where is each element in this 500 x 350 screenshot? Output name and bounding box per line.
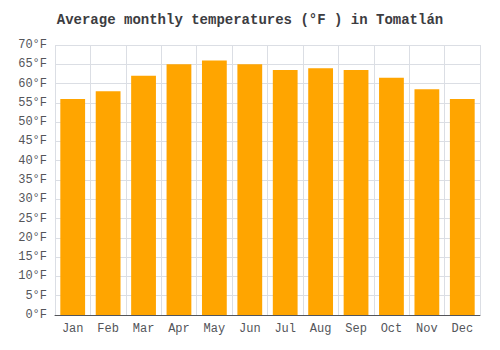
svg-text:70°F: 70°F — [18, 38, 47, 52]
svg-text:40°F: 40°F — [18, 154, 47, 168]
svg-text:60°F: 60°F — [18, 77, 47, 91]
svg-text:55°F: 55°F — [18, 96, 47, 110]
svg-text:20°F: 20°F — [18, 231, 47, 245]
svg-text:Feb: Feb — [97, 322, 119, 336]
svg-text:Aug: Aug — [310, 322, 332, 336]
svg-text:65°F: 65°F — [18, 57, 47, 71]
svg-text:Jan: Jan — [62, 322, 84, 336]
svg-text:Mar: Mar — [133, 322, 155, 336]
svg-text:Oct: Oct — [381, 322, 403, 336]
svg-text:10°F: 10°F — [18, 269, 47, 283]
svg-text:0°F: 0°F — [25, 308, 47, 322]
svg-text:Sep: Sep — [345, 322, 367, 336]
svg-text:35°F: 35°F — [18, 173, 47, 187]
svg-text:45°F: 45°F — [18, 134, 47, 148]
svg-text:Jun: Jun — [239, 322, 261, 336]
svg-text:25°F: 25°F — [18, 212, 47, 226]
svg-text:Jul: Jul — [274, 322, 296, 336]
svg-text:Apr: Apr — [168, 322, 190, 336]
svg-text:5°F: 5°F — [25, 289, 47, 303]
svg-text:30°F: 30°F — [18, 192, 47, 206]
svg-text:Average monthly temperatures (: Average monthly temperatures (°F ) in To… — [57, 12, 443, 28]
svg-text:50°F: 50°F — [18, 115, 47, 129]
svg-text:Nov: Nov — [416, 322, 438, 336]
svg-text:15°F: 15°F — [18, 250, 47, 264]
svg-text:May: May — [204, 322, 226, 336]
svg-text:Dec: Dec — [451, 322, 473, 336]
